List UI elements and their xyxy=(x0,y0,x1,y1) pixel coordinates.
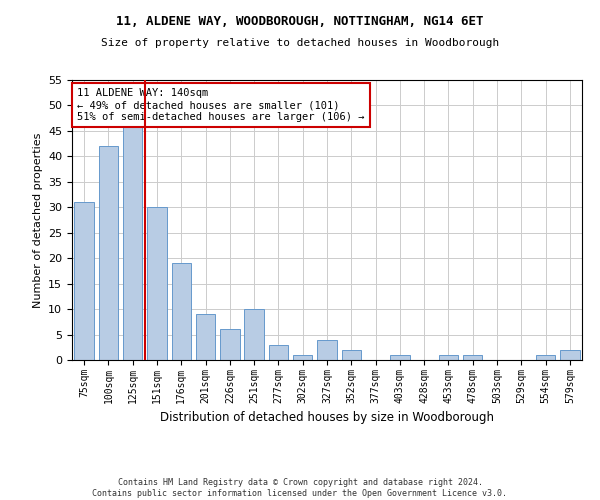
Text: 11, ALDENE WAY, WOODBOROUGH, NOTTINGHAM, NG14 6ET: 11, ALDENE WAY, WOODBOROUGH, NOTTINGHAM,… xyxy=(116,15,484,28)
Bar xyxy=(99,146,118,360)
Bar xyxy=(439,355,458,360)
Bar xyxy=(196,314,215,360)
Bar xyxy=(560,350,580,360)
Bar xyxy=(536,355,555,360)
Bar xyxy=(463,355,482,360)
Bar xyxy=(317,340,337,360)
Bar xyxy=(341,350,361,360)
Text: Contains HM Land Registry data © Crown copyright and database right 2024.
Contai: Contains HM Land Registry data © Crown c… xyxy=(92,478,508,498)
Bar xyxy=(123,126,142,360)
Text: Size of property relative to detached houses in Woodborough: Size of property relative to detached ho… xyxy=(101,38,499,48)
X-axis label: Distribution of detached houses by size in Woodborough: Distribution of detached houses by size … xyxy=(160,411,494,424)
Bar xyxy=(269,344,288,360)
Bar xyxy=(172,264,191,360)
Bar xyxy=(147,208,167,360)
Bar xyxy=(244,309,264,360)
Bar xyxy=(390,355,410,360)
Bar xyxy=(74,202,94,360)
Text: 11 ALDENE WAY: 140sqm
← 49% of detached houses are smaller (101)
51% of semi-det: 11 ALDENE WAY: 140sqm ← 49% of detached … xyxy=(77,88,365,122)
Y-axis label: Number of detached properties: Number of detached properties xyxy=(32,132,43,308)
Bar xyxy=(220,330,239,360)
Bar xyxy=(293,355,313,360)
